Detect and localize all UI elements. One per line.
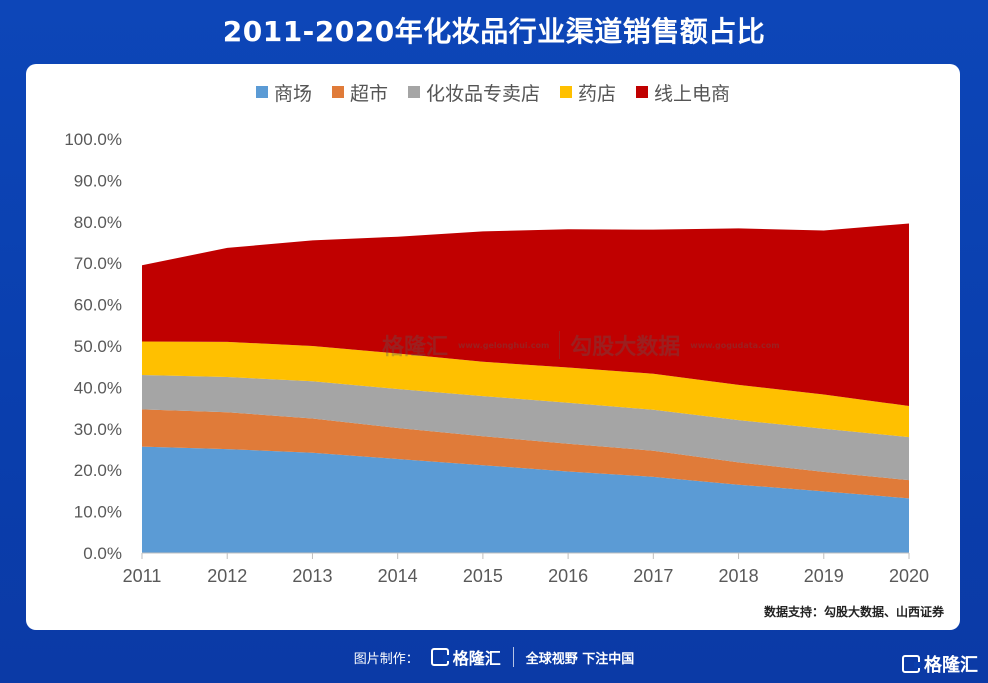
y-tick-label: 70.0%: [74, 254, 122, 273]
footer-made-by: 图片制作：: [353, 651, 419, 667]
footer: 图片制作： 格隆汇 全球视野 下注中国: [0, 644, 988, 670]
x-tick-label: 2011: [123, 566, 162, 586]
area-series-0: [142, 446, 909, 553]
area-series-4: [142, 223, 909, 407]
legend-item-supermarket: 超市: [331, 79, 388, 106]
brand-logo-icon: [430, 648, 450, 666]
area-series-1: [142, 409, 909, 499]
y-tick-label: 100.0%: [64, 130, 122, 149]
x-tick-label: 2017: [633, 566, 673, 586]
footer-divider: [512, 647, 514, 667]
legend-item-specialty-store: 化妆品专卖店: [407, 79, 540, 106]
legend-swatch-supermarket: [331, 86, 344, 98]
legend-item-pharmacy: 药店: [560, 79, 616, 106]
legend-label-specialty-store: 化妆品专卖店: [425, 82, 540, 105]
x-tick-label: 2014: [378, 566, 418, 586]
legend-swatch-mall: [255, 86, 268, 98]
legend-label-mall: 商场: [273, 82, 312, 105]
chart-title: 2011-2020年化妆品行业渠道销售额占比: [222, 15, 766, 48]
legend: 商场 超市 化妆品专卖店 药店 线上电商: [26, 79, 960, 106]
area-series-2: [142, 374, 909, 481]
legend-swatch-pharmacy: [560, 86, 572, 98]
y-tick-label: 50.0%: [74, 337, 122, 356]
y-tick-label: 20.0%: [74, 461, 122, 480]
x-tick-label: 2013: [292, 566, 332, 586]
legend-swatch-specialty-store: [407, 86, 420, 98]
area-series-3: [142, 341, 909, 438]
legend-swatch-online: [636, 86, 649, 98]
x-tick-label: 2018: [719, 566, 759, 586]
x-tick-label: 2020: [889, 566, 929, 586]
stacked-area-chart: 0.0% 10.0% 20.0% 30.0% 40.0% 50.0% 60.0% 70.0% 8…: [64, 130, 929, 586]
footer-slogan: 全球视野 下注中国: [525, 651, 635, 667]
legend-label-pharmacy: 药店: [578, 82, 617, 105]
y-tick-label: 30.0%: [74, 420, 122, 439]
y-tick-label: 40.0%: [74, 378, 122, 397]
corner-logo: 格隆汇: [902, 651, 978, 677]
corner-brand: 格隆汇: [924, 655, 978, 676]
y-tick-label: 10.0%: [74, 503, 122, 522]
x-tick-label: 2012: [207, 566, 247, 586]
legend-label-supermarket: 超市: [349, 82, 388, 105]
legend-label-online: 线上电商: [654, 82, 731, 105]
y-tick-label: 90.0%: [74, 171, 122, 190]
footer-logo: 格隆汇: [430, 645, 501, 669]
x-tick-label: 2015: [463, 566, 503, 586]
x-tick-label: 2019: [804, 566, 844, 586]
x-tick-label: 2016: [548, 566, 588, 586]
legend-item-mall: 商场: [255, 79, 312, 106]
corner-logo-icon: [902, 655, 921, 673]
y-tick-label: 0.0%: [83, 544, 122, 563]
legend-item-online: 线上电商: [636, 79, 730, 106]
y-tick-label: 60.0%: [74, 296, 122, 315]
chart-panel: 商场 超市 化妆品专卖店 药店 线上电商 0.0% 10.0% 20.0% 30.0%…: [26, 64, 960, 630]
y-tick-label: 80.0%: [74, 213, 122, 232]
footer-brand: 格隆汇: [452, 649, 501, 668]
source-note: 数据支持：勾股大数据、山西证券: [763, 605, 944, 619]
